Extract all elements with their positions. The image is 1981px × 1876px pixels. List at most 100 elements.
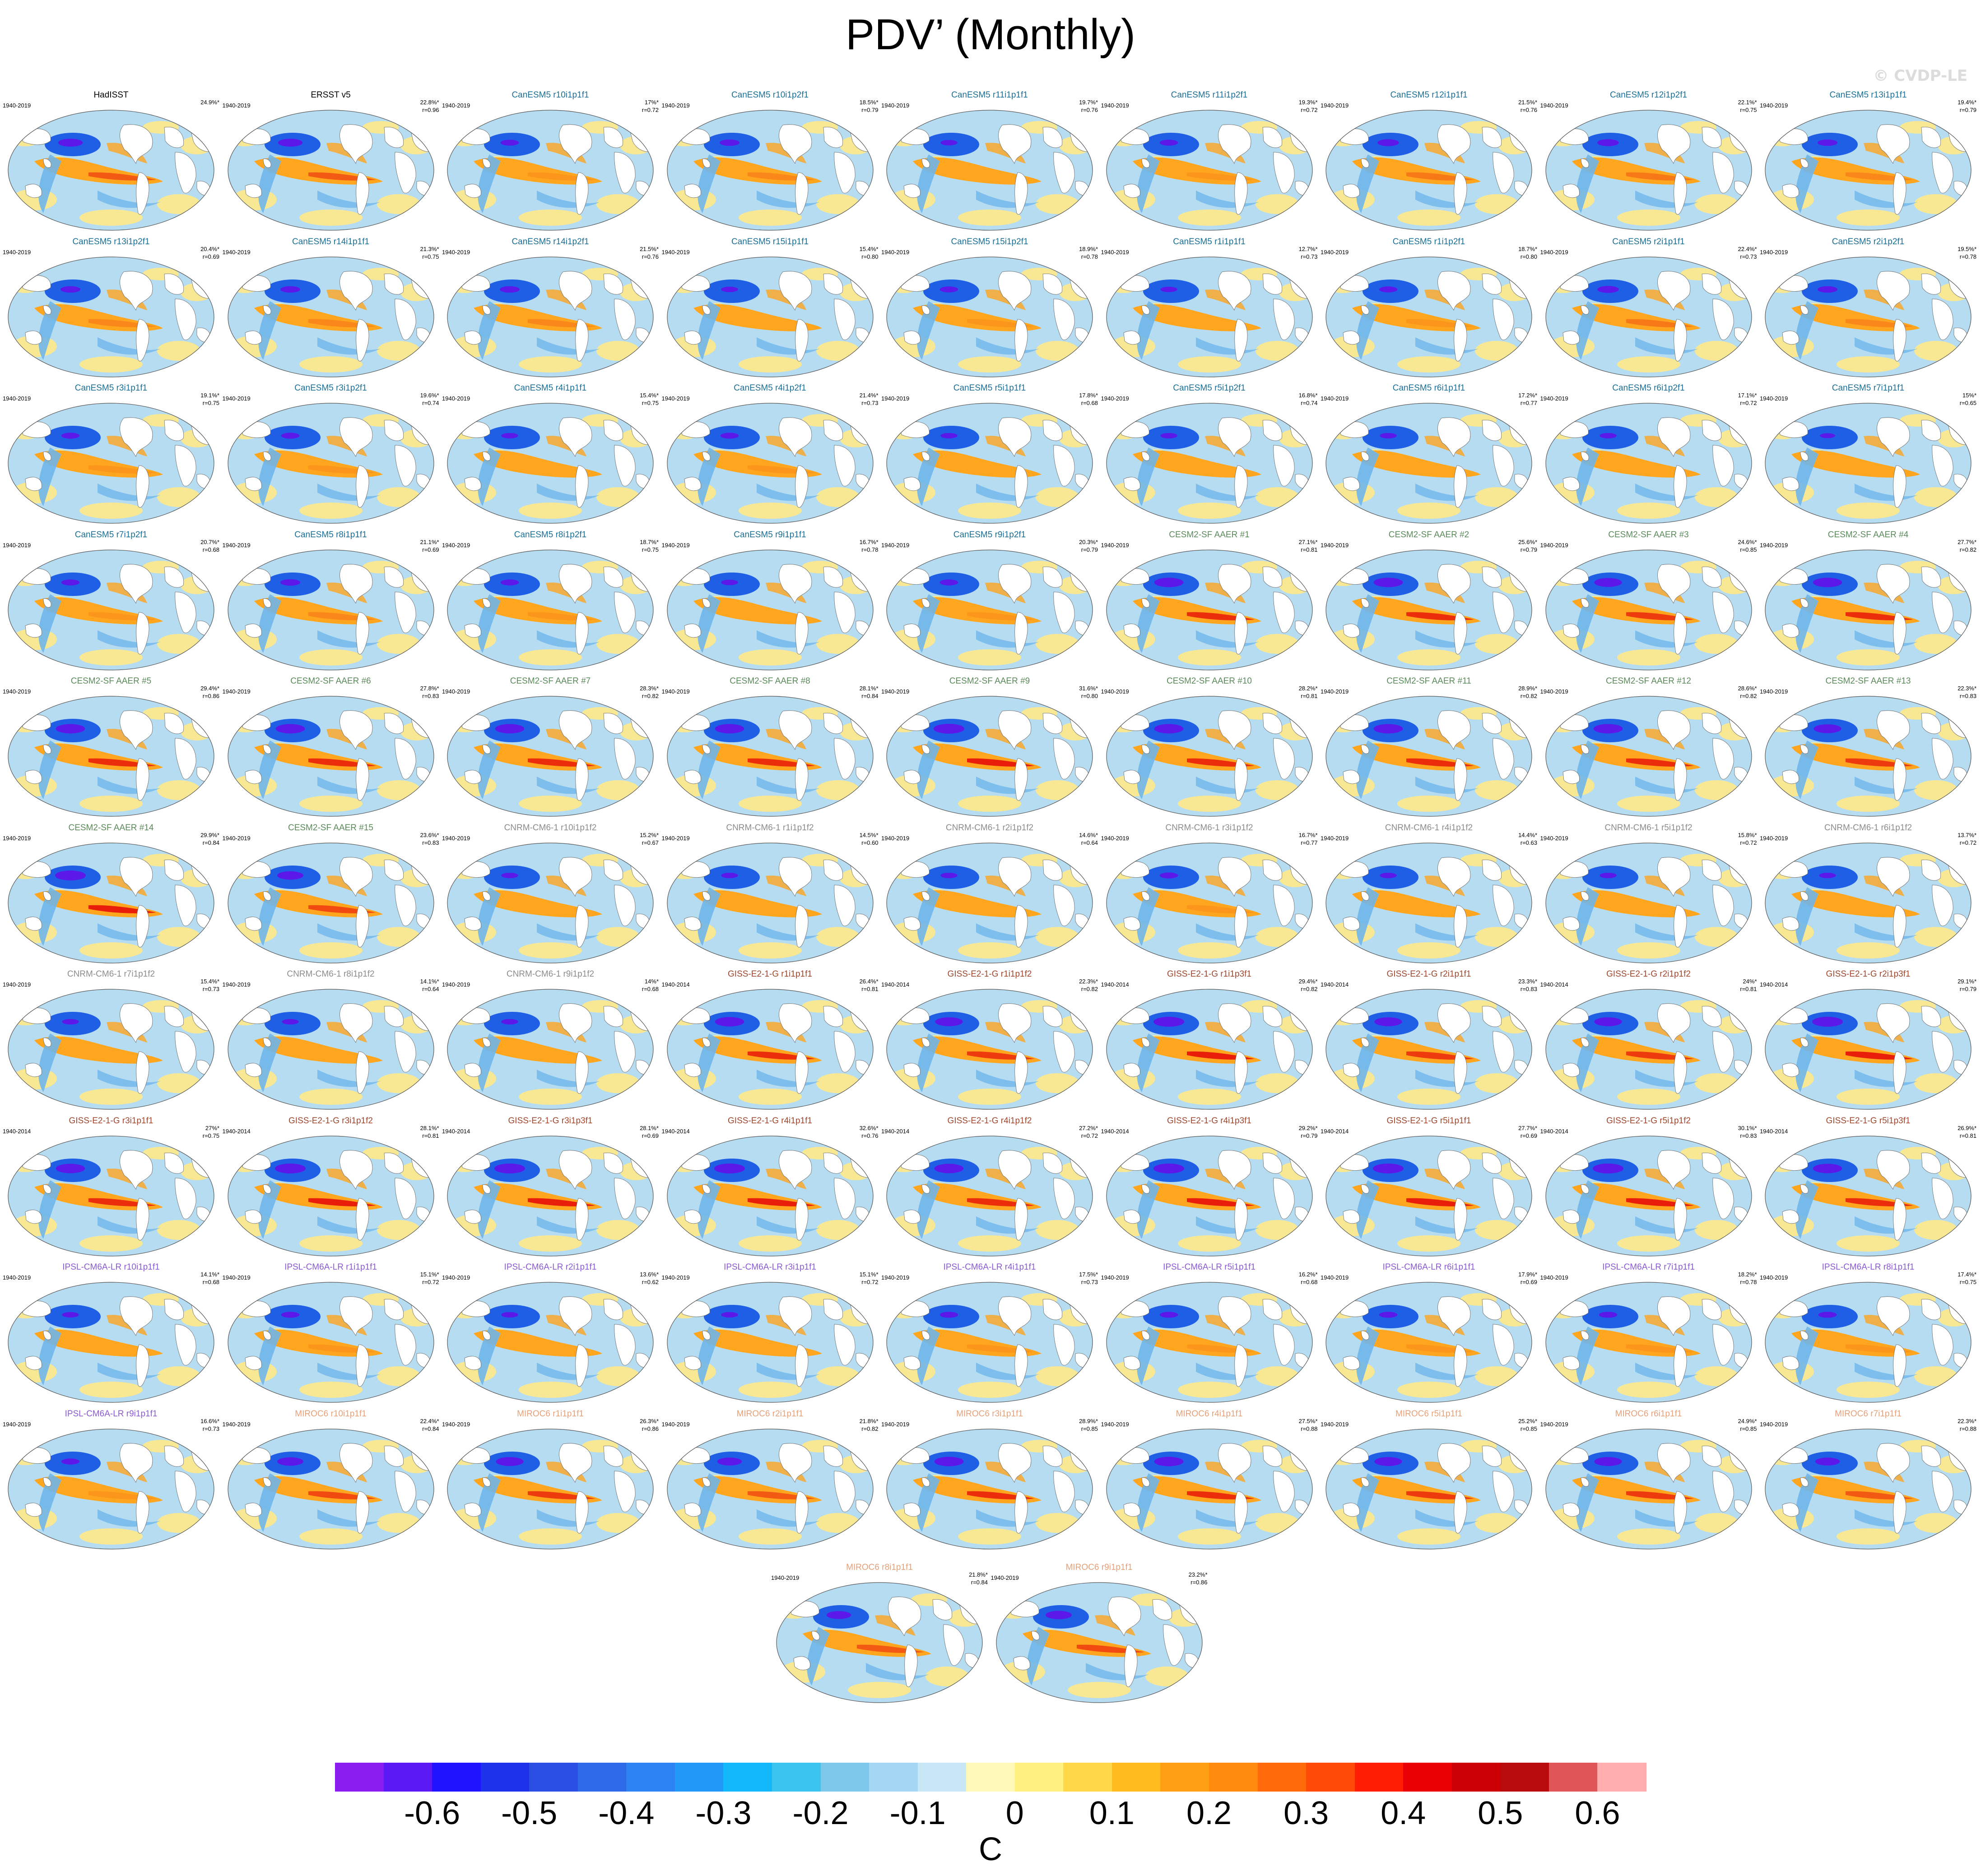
panel-pattern-correlation: r=0.73 — [1081, 1279, 1098, 1285]
panel-year-range: 1940-2019 — [881, 834, 910, 842]
panel-run-label: CanESM5 r3i1p1f1 — [74, 383, 148, 393]
panel-stats: 27.8%* r=0.83 — [420, 684, 439, 700]
map-panel: GISS-E2-1-G r4i1p3f1 1940-2014 29.2%* r=0.7… — [1100, 1116, 1319, 1262]
panel-year-range: 1940-2019 — [222, 248, 251, 256]
panel-stats: 16.6%* r=0.73 — [200, 1417, 219, 1433]
panel-run-label: GISS-E2-1-G r4i1p1f2 — [947, 1116, 1032, 1126]
map-panel: CNRM-CM6-1 r1i1p1f2 1940-2019 14.5%* r=0.60 — [661, 823, 879, 968]
map-panel: MIROC6 r1i1p1f1 1940-2019 26.3%* r=0.86 — [441, 1409, 660, 1555]
sst-regression-map — [666, 110, 874, 231]
panel-year-range: 1940-2019 — [1540, 541, 1568, 549]
panel-stats: 18.9%* r=0.78 — [1079, 245, 1098, 261]
colorbar-tick: 0.2 — [1186, 1795, 1232, 1831]
map-panel: CESM2-SF AAER #10 1940-2019 28.2%* r=0.81 — [1100, 676, 1319, 822]
sst-regression-map — [227, 1135, 434, 1257]
panel-pattern-correlation: r=0.82 — [1081, 986, 1098, 992]
panel-run-label: CESM2-SF AAER #9 — [949, 676, 1030, 686]
panel-percent-variance: 16.7%* — [1298, 831, 1318, 838]
panel-pattern-correlation: r=0.80 — [1520, 253, 1537, 260]
panel-year-range: 1940-2019 — [661, 834, 690, 842]
panel-year-range: 1940-2019 — [3, 541, 31, 549]
panel-run-label: GISS-E2-1-G r1i1p1f2 — [947, 969, 1032, 979]
colorbar-swatch — [432, 1763, 481, 1792]
panel-percent-variance: 22.4%* — [420, 1417, 439, 1424]
panel-pattern-correlation: r=0.81 — [1301, 546, 1318, 553]
panel-stats: 14.1%* r=0.64 — [420, 978, 439, 993]
panel-percent-variance: 14.4%* — [1518, 831, 1537, 838]
sst-regression-map — [1325, 549, 1532, 670]
map-panel: CESM2-SF AAER #1 1940-2019 27.1%* r=0.81 — [1100, 530, 1319, 675]
sst-regression-map — [8, 989, 214, 1110]
panel-pattern-correlation: r=0.86 — [202, 693, 219, 699]
panel-percent-variance: 26.3%* — [640, 1417, 659, 1424]
panel-stats: 21.4%* r=0.73 — [860, 391, 879, 407]
panel-percent-variance: 19.6%* — [420, 392, 439, 399]
panel-stats: 22.3%* r=0.82 — [1079, 978, 1098, 993]
panel-run-label: CanESM5 r14i1p1f1 — [292, 237, 370, 247]
panel-percent-variance: 20.3%* — [1079, 538, 1098, 545]
panel-year-range: 1940-2019 — [3, 981, 31, 988]
panel-stats: 14.6%* r=0.64 — [1079, 831, 1098, 847]
map-panel: CNRM-CM6-1 r7i1p1f2 1940-2019 15.4%* r=0.73 — [2, 969, 220, 1115]
panel-pattern-correlation: r=0.84 — [971, 1579, 988, 1586]
panel-year-range: 1940-2019 — [1101, 541, 1129, 549]
colorbar-tick: -0.4 — [598, 1795, 655, 1831]
panel-run-label: GISS-E2-1-G r5i1p1f2 — [1606, 1116, 1691, 1126]
panel-run-label: IPSL-CM6A-LR r4i1p1f1 — [943, 1262, 1036, 1272]
map-panel-grid: HadISST 1940-2019 24.9%* ERSST v5 1940-2019 2… — [2, 90, 1977, 1703]
panel-run-label: CESM2-SF AAER #14 — [68, 823, 154, 833]
map-panel: MIROC6 r4i1p1f1 1940-2019 27.5%* r=0.88 — [1100, 1409, 1319, 1555]
panel-percent-variance: 18.9%* — [1079, 245, 1098, 252]
panel-year-range: 1940-2019 — [1540, 834, 1568, 842]
colorbar-swatch — [383, 1763, 432, 1792]
panel-pattern-correlation: r=0.79 — [1959, 107, 1976, 113]
panel-year-range: 1940-2019 — [661, 102, 690, 109]
panel-pattern-correlation: r=0.69 — [422, 546, 439, 553]
panel-run-label: CNRM-CM6-1 r3i1p1f2 — [1165, 823, 1253, 833]
colorbar-swatch — [1160, 1763, 1209, 1792]
panel-run-label: GISS-E2-1-G r1i1p3f1 — [1167, 969, 1251, 979]
sst-regression-map — [447, 1282, 654, 1403]
panel-year-range: 1940-2019 — [1321, 688, 1349, 695]
panel-pattern-correlation: r=0.72 — [1740, 839, 1757, 846]
map-panel: GISS-E2-1-G r2i1p1f1 1940-2014 23.3%* r=0.8… — [1320, 969, 1538, 1115]
sst-regression-map — [666, 989, 874, 1110]
panel-run-label: CanESM5 r15i1p2f1 — [951, 237, 1028, 247]
map-panel: CanESM5 r4i1p2f1 1940-2019 21.4%* r=0.73 — [661, 383, 879, 529]
panel-run-label: MIROC6 r8i1p1f1 — [846, 1563, 913, 1572]
sst-regression-map — [886, 989, 1093, 1110]
map-panel: CanESM5 r1i1p1f1 1940-2019 12.7%* r=0.73 — [1100, 237, 1319, 382]
panel-run-label: IPSL-CM6A-LR r5i1p1f1 — [1163, 1262, 1256, 1272]
panel-percent-variance: 15%* — [1962, 392, 1976, 399]
panel-percent-variance: 21.1%* — [420, 538, 439, 545]
panel-percent-variance: 28.1%* — [859, 685, 879, 692]
panel-year-range: 1940-2019 — [442, 1420, 470, 1428]
sst-regression-map — [1545, 696, 1752, 817]
map-panel: CanESM5 r4i1p1f1 1940-2019 15.4%* r=0.75 — [441, 383, 660, 529]
panel-pattern-correlation: r=0.88 — [1959, 1425, 1976, 1432]
panel-year-range: 1940-2019 — [222, 688, 251, 695]
panel-stats: 27.2%* r=0.72 — [1079, 1124, 1098, 1140]
panel-percent-variance: 14.6%* — [1079, 831, 1098, 838]
panel-percent-variance: 27.2%* — [1079, 1124, 1098, 1131]
panel-pattern-correlation: r=0.84 — [202, 839, 219, 846]
map-panel: GISS-E2-1-G r1i1p1f2 1940-2014 22.3%* r=0.8… — [880, 969, 1099, 1115]
panel-run-label: MIROC6 r2i1p1f1 — [736, 1409, 804, 1419]
map-panel: MIROC6 r5i1p1f1 1940-2019 25.2%* r=0.85 — [1320, 1409, 1538, 1555]
sst-regression-map — [666, 1428, 874, 1550]
panel-year-range: 1940-2014 — [1540, 981, 1568, 988]
sst-regression-map — [447, 256, 654, 377]
panel-stats: 25.2%* r=0.85 — [1518, 1417, 1537, 1433]
panel-year-range: 1940-2019 — [3, 395, 31, 402]
panel-run-label: CESM2-SF AAER #2 — [1388, 530, 1469, 540]
sst-regression-map — [447, 1428, 654, 1550]
panel-pattern-correlation: r=0.86 — [1190, 1579, 1208, 1586]
panel-stats: 19.1%* r=0.75 — [200, 391, 219, 407]
panel-run-label: CESM2-SF AAER #4 — [1828, 530, 1909, 540]
panel-percent-variance: 17.2%* — [1518, 392, 1537, 399]
colorbar-swatch — [1500, 1763, 1549, 1792]
panel-percent-variance: 17.9%* — [1518, 1271, 1537, 1278]
map-panel: CESM2-SF AAER #4 1940-2019 27.7%* r=0.82 — [1759, 530, 1977, 675]
panel-year-range: 1940-2019 — [881, 1274, 910, 1281]
sst-regression-map — [886, 403, 1093, 524]
